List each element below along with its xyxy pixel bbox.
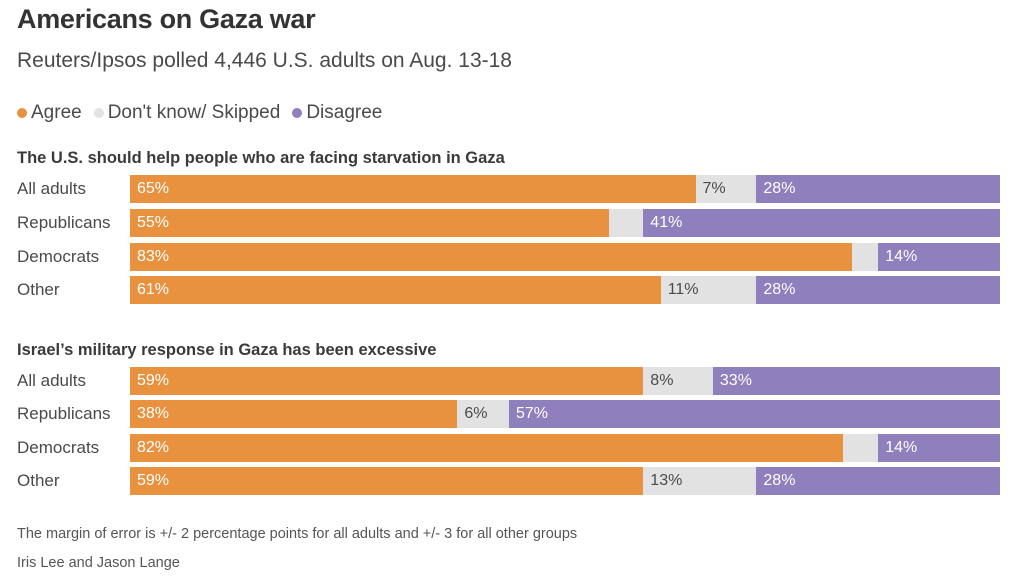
data-label: 82% bbox=[137, 439, 170, 456]
legend-label-dont-know: Don't know/ Skipped bbox=[107, 102, 281, 123]
bar-segment-disagree bbox=[878, 243, 1000, 271]
data-label: 28% bbox=[763, 180, 796, 197]
bar-segment-agree bbox=[130, 276, 661, 304]
credit-line: Iris Lee and Jason Lange bbox=[17, 555, 180, 571]
legend-label-disagree: Disagree bbox=[306, 102, 383, 123]
legend-label-agree: Agree bbox=[31, 102, 82, 123]
data-label: 65% bbox=[137, 180, 170, 197]
data-label: 7% bbox=[702, 180, 726, 197]
category-label: Democrats bbox=[17, 438, 100, 457]
data-label: 61% bbox=[137, 281, 170, 298]
legend-dot-disagree bbox=[292, 108, 303, 118]
bar-segment-agree bbox=[130, 400, 458, 428]
category-label: Other bbox=[17, 471, 60, 490]
bar-segment-dont-know bbox=[457, 400, 509, 428]
data-label: 6% bbox=[464, 405, 488, 422]
category-label: Democrats bbox=[17, 247, 100, 266]
panel-title: The U.S. should help people who are faci… bbox=[17, 149, 505, 167]
bar-segment-dont-know bbox=[695, 175, 757, 203]
bar-segment-agree bbox=[130, 367, 644, 395]
bar-segment-dont-know bbox=[852, 243, 879, 271]
bar-segment-disagree bbox=[756, 467, 1000, 495]
bar-segment-dont-know bbox=[843, 434, 879, 462]
data-label: 11% bbox=[667, 281, 699, 298]
legend-item-dont-know: Don't know/ Skipped bbox=[93, 102, 281, 124]
legend: Agree Don't know/ Skipped Disagree bbox=[17, 102, 382, 124]
data-label: 14% bbox=[885, 439, 918, 456]
legend-item-agree: Agree bbox=[17, 102, 82, 124]
category-label: Republicans bbox=[17, 213, 111, 232]
bar-segment-agree bbox=[130, 209, 609, 237]
category-label: All adults bbox=[17, 371, 86, 390]
data-label: 41% bbox=[650, 214, 683, 231]
bar-segment-agree bbox=[130, 434, 844, 462]
panel-title: Israel’s military response in Gaza has b… bbox=[17, 341, 437, 359]
bar-segment-dont-know bbox=[643, 367, 713, 395]
data-label: 83% bbox=[137, 248, 170, 265]
bar-segment-dont-know bbox=[643, 467, 757, 495]
category-label: Republicans bbox=[17, 404, 111, 423]
bar-segment-dont-know bbox=[608, 209, 644, 237]
bar-segment-disagree bbox=[878, 434, 1000, 462]
bar-segment-disagree bbox=[756, 175, 1000, 203]
data-label: 14% bbox=[885, 248, 918, 265]
category-label: Other bbox=[17, 280, 60, 299]
chart-subtitle: Reuters/Ipsos polled 4,446 U.S. adults o… bbox=[17, 49, 512, 72]
bar-segment-disagree bbox=[756, 276, 1000, 304]
bar-segment-agree bbox=[130, 175, 696, 203]
bar-segment-disagree bbox=[712, 367, 1000, 395]
data-label: 38% bbox=[137, 405, 170, 422]
data-label: 13% bbox=[650, 472, 683, 489]
category-label: All adults bbox=[17, 179, 86, 198]
data-label: 8% bbox=[650, 372, 674, 389]
bar-segment-agree bbox=[130, 467, 644, 495]
legend-item-disagree: Disagree bbox=[292, 102, 382, 124]
data-label: 28% bbox=[763, 472, 796, 489]
margin-of-error-note: The margin of error is +/- 2 percentage … bbox=[17, 526, 578, 542]
data-label: 28% bbox=[763, 281, 796, 298]
data-label: 33% bbox=[719, 372, 752, 389]
chart-title: Americans on Gaza war bbox=[17, 4, 316, 34]
bar-segment-disagree bbox=[509, 400, 1000, 428]
legend-dot-dont-know bbox=[93, 108, 104, 118]
data-label: 57% bbox=[516, 405, 549, 422]
legend-dot-agree bbox=[17, 108, 27, 118]
data-label: 55% bbox=[137, 214, 170, 231]
data-label: 59% bbox=[137, 372, 170, 389]
data-label: 59% bbox=[137, 472, 170, 489]
bar-segment-agree bbox=[130, 243, 853, 271]
bar-segment-dont-know bbox=[660, 276, 757, 304]
bar-segment-disagree bbox=[643, 209, 1000, 237]
